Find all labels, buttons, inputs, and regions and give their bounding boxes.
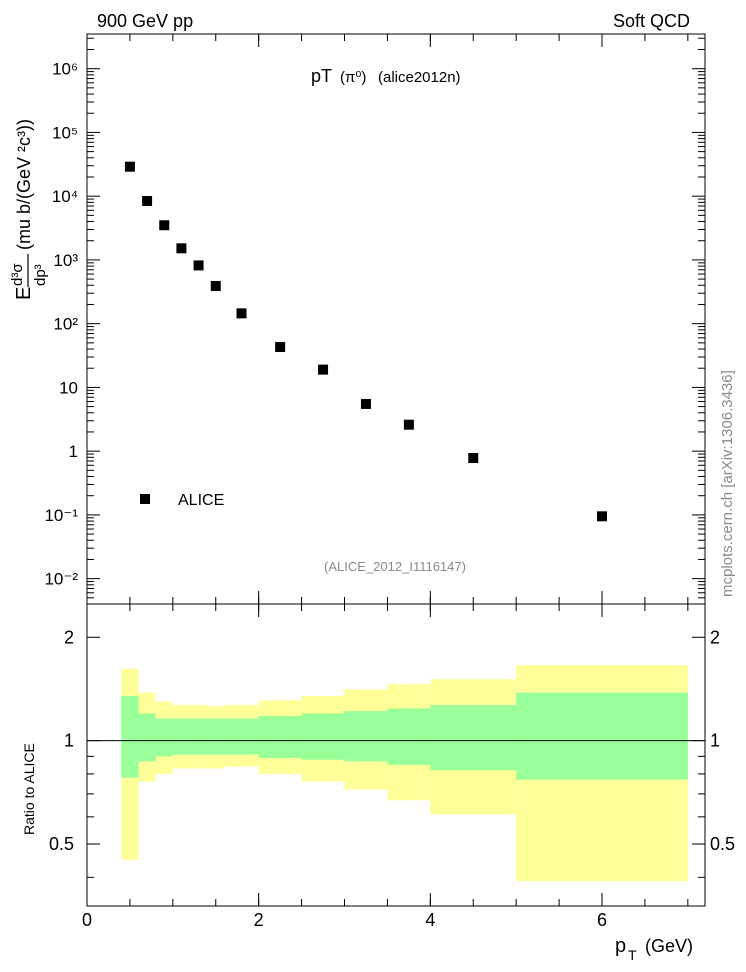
y-label-denominator: dp³ (32, 264, 49, 286)
band-green (258, 715, 302, 759)
y-tick-label-ratio-right: 2 (710, 627, 720, 647)
x-tick-label: 6 (597, 910, 607, 930)
tick-labels: 10⁻² 10⁻¹ 1 10 10² 10³ 10⁴ 10⁵ 10⁶ 0 2 4 6 0.5 0.5 1 1 2 2 (44, 60, 735, 930)
process-label: Soft QCD (613, 11, 690, 31)
title-main: pT (311, 66, 332, 86)
y-label-units: (mu b/(GeV ²c³)) (14, 119, 34, 250)
data-point (159, 220, 170, 231)
y-tick-label-ratio-right: 0.5 (710, 834, 735, 854)
tick-marks (86, 34, 705, 906)
band-green (516, 692, 688, 780)
y-tick-label-main: 10⁻² (44, 570, 78, 589)
legend-marker (140, 494, 150, 504)
main-plot-frame (86, 33, 706, 605)
y-tick-label-main: 10³ (53, 251, 78, 270)
legend-label: ALICE (178, 492, 224, 509)
y-label-numerator: d³σ (9, 263, 26, 286)
data-point (597, 511, 607, 522)
x-tick-label: 2 (254, 910, 264, 930)
legend: ALICE (140, 492, 224, 509)
y-tick-label-ratio-left: 0.5 (49, 834, 74, 854)
data-markers (124, 161, 607, 522)
source-note: mcplots.cern.ch [arXiv:1306.3436] (719, 370, 736, 597)
band-green (387, 708, 431, 765)
data-point (275, 342, 286, 353)
title-particle: (π⁰) (340, 69, 366, 86)
y-tick-label-main: 10⁵ (52, 123, 78, 142)
ratio-plot-frame (86, 603, 706, 907)
band-green (138, 713, 156, 762)
band-green (172, 718, 190, 755)
x-axis-label: p T (GeV) (615, 935, 693, 963)
y-tick-label-main: 1 (69, 442, 78, 461)
plot-title: pT (π⁰) (alice2012n) (311, 66, 461, 86)
y-label-E: E (13, 287, 35, 300)
data-point (176, 243, 187, 254)
ratio-bands (87, 665, 705, 882)
y-tick-label-ratio-left: 2 (64, 627, 74, 647)
data-point (318, 364, 329, 375)
x-label-sub: T (628, 947, 637, 963)
y-tick-label-ratio-right: 1 (710, 731, 720, 751)
x-tick-label: 4 (425, 910, 435, 930)
band-green (301, 713, 345, 760)
band-green (155, 718, 173, 757)
data-point (124, 161, 135, 172)
energy-label: 900 GeV pp (97, 11, 193, 31)
reference-label: (ALICE_2012_I1116147) (324, 559, 466, 574)
band-green (430, 705, 517, 771)
y-tick-label-ratio-left: 1 (64, 731, 74, 751)
title-tag: (alice2012n) (378, 69, 461, 86)
band-green (207, 718, 225, 755)
x-label-p: p (615, 935, 626, 957)
x-tick-label: 0 (82, 910, 92, 930)
data-point (403, 419, 414, 430)
x-label-units: (GeV) (645, 936, 693, 956)
y-axis-label-main: E d³σ dp³ (mu b/(GeV ²c³)) (9, 119, 49, 300)
y-tick-label-main: 10⁴ (52, 187, 78, 206)
band-green (190, 718, 208, 755)
data-point (193, 260, 204, 271)
data-point (210, 280, 221, 291)
data-point (468, 453, 479, 464)
y-tick-label-main: 10⁶ (52, 60, 78, 79)
y-axis-label-ratio: Ratio to ALICE (21, 743, 37, 835)
y-tick-label-main: 10 (59, 378, 78, 397)
band-green (344, 710, 388, 762)
band-green (224, 718, 259, 755)
data-point (236, 308, 247, 319)
data-point (360, 398, 371, 409)
band-green (121, 695, 139, 778)
data-point (142, 195, 153, 206)
y-tick-label-main: 10⁻¹ (44, 506, 78, 525)
plot-frames (86, 33, 706, 907)
y-tick-label-main: 10² (53, 315, 78, 334)
